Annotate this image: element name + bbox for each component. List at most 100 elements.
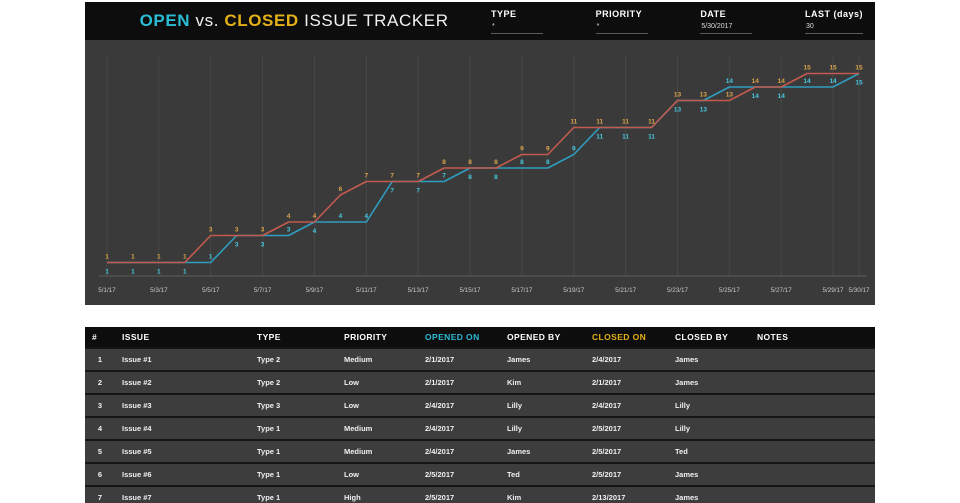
filter-label: TYPE xyxy=(491,9,543,19)
table-cell[interactable]: Lilly xyxy=(500,394,585,417)
table-row: 7Issue #7Type 1High2/5/2017Kim2/13/2017J… xyxy=(85,486,875,503)
closed-data-label: 8 xyxy=(494,174,498,181)
open-data-label: 9 xyxy=(520,146,524,153)
table-cell[interactable]: Type 3 xyxy=(250,394,337,417)
table-cell[interactable]: Issue #3 xyxy=(115,394,250,417)
closed-data-label: 15 xyxy=(855,80,863,87)
table-cell[interactable]: James xyxy=(668,348,750,371)
filter-priority[interactable]: PRIORITY* xyxy=(596,9,648,34)
table-cell[interactable]: Medium xyxy=(337,440,418,463)
table-cell[interactable]: Kim xyxy=(500,371,585,394)
table-cell[interactable]: 2/4/2017 xyxy=(418,417,500,440)
open-data-label: 15 xyxy=(829,65,837,72)
table-cell[interactable]: James xyxy=(500,348,585,371)
column-header-closed-by[interactable]: CLOSED BY xyxy=(668,327,750,348)
table-cell[interactable] xyxy=(750,348,875,371)
filter-type[interactable]: TYPE * xyxy=(491,9,543,34)
closed-data-label: 11 xyxy=(622,134,629,141)
table-cell[interactable]: High xyxy=(337,486,418,503)
spacer xyxy=(85,305,875,327)
filter-value[interactable]: * xyxy=(491,22,543,34)
open-data-label: 13 xyxy=(700,92,708,99)
table-cell[interactable]: Lilly xyxy=(500,417,585,440)
table-cell[interactable]: 2/5/2017 xyxy=(418,486,500,503)
table-cell[interactable]: James xyxy=(500,440,585,463)
table-cell[interactable]: 2/4/2017 xyxy=(585,394,668,417)
filter-label: LAST (days) xyxy=(805,9,863,19)
table-cell[interactable]: Lilly xyxy=(668,394,750,417)
table-cell[interactable]: 2/5/2017 xyxy=(585,463,668,486)
table-cell[interactable]: Kim xyxy=(500,486,585,503)
table-cell[interactable]: Issue #1 xyxy=(115,348,250,371)
table-cell[interactable]: 2/1/2017 xyxy=(418,348,500,371)
column-header-issue[interactable]: ISSUE xyxy=(115,327,250,348)
closed-data-label: 1 xyxy=(157,269,161,276)
table-cell[interactable]: Medium xyxy=(337,348,418,371)
table-cell[interactable] xyxy=(750,417,875,440)
filter-value[interactable]: 5/30/2017 xyxy=(700,22,752,34)
table-cell[interactable]: 2/1/2017 xyxy=(418,371,500,394)
x-tick-label: 5/23/17 xyxy=(667,287,689,294)
table-cell[interactable]: Low xyxy=(337,371,418,394)
table-cell[interactable]: James xyxy=(668,486,750,503)
closed-data-label: 3 xyxy=(261,242,265,249)
filter-value[interactable]: * xyxy=(596,22,648,34)
column-header-opened-on[interactable]: OPENED ON xyxy=(418,327,500,348)
table-cell[interactable]: 2/5/2017 xyxy=(418,463,500,486)
column-header-notes[interactable]: NOTES xyxy=(750,327,875,348)
filter-date[interactable]: DATE5/30/2017 xyxy=(700,9,752,34)
table-cell[interactable]: Issue #6 xyxy=(115,463,250,486)
open-data-label: 15 xyxy=(855,65,863,72)
open-data-label: 3 xyxy=(235,227,239,234)
table-cell[interactable] xyxy=(750,371,875,394)
table-row: 2Issue #2Type 2Low2/1/2017Kim2/1/2017Jam… xyxy=(85,371,875,394)
table-cell[interactable]: James xyxy=(668,371,750,394)
table-cell[interactable]: Type 1 xyxy=(250,440,337,463)
open-data-label: 8 xyxy=(442,159,446,166)
table-cell[interactable]: Issue #4 xyxy=(115,417,250,440)
column-header-opened-by[interactable]: OPENED BY xyxy=(500,327,585,348)
table-cell[interactable] xyxy=(750,394,875,417)
table-cell[interactable]: Type 1 xyxy=(250,486,337,503)
table-cell[interactable]: Lilly xyxy=(668,417,750,440)
filter-value[interactable]: 30 xyxy=(805,22,863,34)
table-cell[interactable]: Type 1 xyxy=(250,463,337,486)
column-header-priority[interactable]: PRIORITY xyxy=(337,327,418,348)
table-cell[interactable]: Issue #5 xyxy=(115,440,250,463)
column-header-closed-on[interactable]: CLOSED ON xyxy=(585,327,668,348)
table-cell[interactable]: 2/5/2017 xyxy=(585,417,668,440)
table-cell[interactable]: 2/13/2017 xyxy=(585,486,668,503)
table-cell[interactable]: Type 1 xyxy=(250,417,337,440)
filter-last-days[interactable]: LAST (days) 30 xyxy=(805,9,863,34)
table-cell[interactable]: Type 2 xyxy=(250,348,337,371)
table-cell[interactable]: Medium xyxy=(337,417,418,440)
table-cell[interactable]: 2/4/2017 xyxy=(418,440,500,463)
row-number-cell: 1 xyxy=(85,348,115,371)
table-cell[interactable] xyxy=(750,463,875,486)
column-header-num[interactable]: # xyxy=(85,327,115,348)
open-data-label: 1 xyxy=(157,254,161,261)
column-header-type[interactable]: TYPE xyxy=(250,327,337,348)
table-cell[interactable]: 2/1/2017 xyxy=(585,371,668,394)
open-data-label: 1 xyxy=(105,254,109,261)
x-tick-label: 5/1/17 xyxy=(98,287,116,294)
x-tick-label: 5/25/17 xyxy=(719,287,741,294)
open-data-label: 9 xyxy=(546,146,550,153)
table-cell[interactable] xyxy=(750,486,875,503)
table-cell[interactable]: 2/5/2017 xyxy=(585,440,668,463)
table-cell[interactable] xyxy=(750,440,875,463)
table-cell[interactable]: Issue #7 xyxy=(115,486,250,503)
closed-data-label: 8 xyxy=(468,174,472,181)
table-cell[interactable]: 2/4/2017 xyxy=(418,394,500,417)
table-cell[interactable]: Ted xyxy=(500,463,585,486)
table-header-row: #ISSUETYPEPRIORITYOPENED ONOPENED BYCLOS… xyxy=(85,327,875,348)
table-cell[interactable]: James xyxy=(668,463,750,486)
table-cell[interactable]: Issue #2 xyxy=(115,371,250,394)
table-cell[interactable]: Low xyxy=(337,463,418,486)
table-cell[interactable]: Ted xyxy=(668,440,750,463)
table-cell[interactable]: Low xyxy=(337,394,418,417)
open-closed-line-chart: 5/1/175/3/175/5/175/7/175/9/175/11/175/1… xyxy=(85,40,875,305)
table-cell[interactable]: Type 2 xyxy=(250,371,337,394)
table-cell[interactable]: 2/4/2017 xyxy=(585,348,668,371)
x-tick-label: 5/17/17 xyxy=(511,287,533,294)
